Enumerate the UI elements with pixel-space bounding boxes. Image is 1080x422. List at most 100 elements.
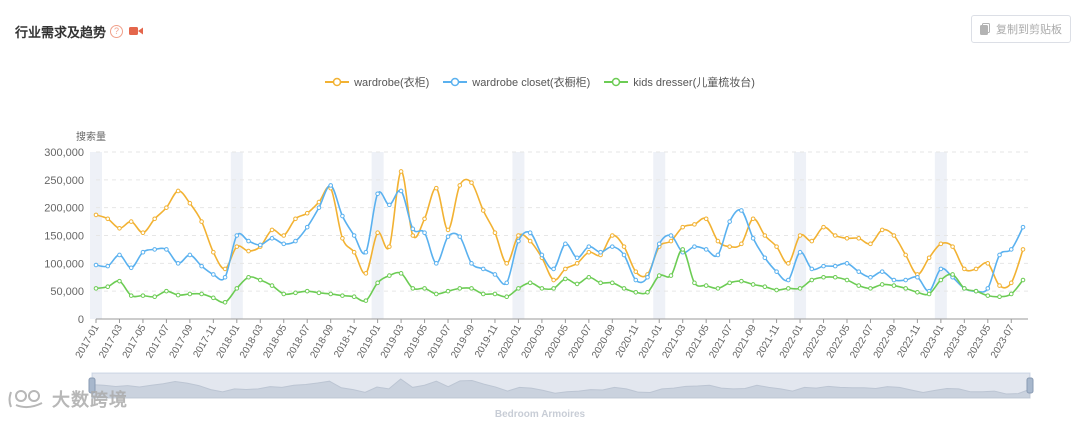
data-point bbox=[832, 263, 838, 269]
data-point bbox=[117, 225, 122, 231]
data-point bbox=[293, 216, 298, 222]
data-point bbox=[199, 219, 204, 224]
question-circle-icon[interactable]: ? bbox=[110, 24, 124, 38]
legend-line-swatch-icon bbox=[604, 77, 629, 87]
data-point bbox=[868, 274, 873, 280]
data-point bbox=[774, 244, 779, 249]
data-point bbox=[633, 269, 639, 274]
chart-legend: wardrobe(衣柜) wardrobe closet(衣橱柜) kids d… bbox=[0, 74, 1080, 90]
data-point bbox=[973, 266, 979, 272]
data-point bbox=[727, 219, 732, 224]
data-point bbox=[821, 263, 826, 269]
data-point bbox=[140, 249, 146, 255]
data-point bbox=[328, 183, 333, 188]
legend-label: kids dresser(儿童梳妆台) bbox=[633, 77, 755, 89]
data-point bbox=[856, 283, 862, 288]
data-point bbox=[281, 233, 287, 238]
section-header: 行业需求及趋势 ? bbox=[15, 22, 144, 40]
data-point bbox=[715, 286, 721, 291]
data-point bbox=[445, 234, 451, 239]
data-point bbox=[997, 283, 1002, 288]
data-point bbox=[903, 277, 908, 283]
data-point bbox=[586, 274, 592, 280]
data-point bbox=[938, 241, 944, 247]
data-point bbox=[797, 249, 803, 255]
data-point bbox=[257, 277, 263, 283]
video-camera-icon[interactable] bbox=[129, 26, 144, 36]
data-point bbox=[527, 230, 533, 236]
data-point bbox=[985, 261, 991, 266]
data-point bbox=[703, 216, 709, 222]
y-tick-label: 300,000 bbox=[44, 147, 84, 159]
data-point bbox=[668, 238, 674, 244]
copy-to-clipboard-button[interactable]: 复制到剪贴板 bbox=[971, 15, 1071, 43]
data-point bbox=[879, 227, 885, 233]
data-point bbox=[938, 277, 944, 283]
data-point bbox=[610, 244, 615, 249]
legend-item-kids-dresser[interactable]: kids dresser(儿童梳妆台) bbox=[604, 74, 755, 90]
legend-label: wardrobe closet(衣橱柜) bbox=[472, 77, 591, 89]
data-point bbox=[856, 235, 862, 241]
data-point bbox=[351, 294, 357, 300]
data-point bbox=[387, 202, 392, 208]
legend-line-swatch-icon bbox=[325, 77, 350, 87]
data-point bbox=[410, 286, 416, 291]
data-point bbox=[563, 276, 568, 282]
data-point bbox=[363, 249, 369, 255]
data-point bbox=[610, 233, 615, 238]
data-point bbox=[868, 286, 873, 291]
data-point bbox=[656, 273, 662, 278]
data-point bbox=[962, 286, 967, 291]
data-point bbox=[527, 280, 533, 286]
data-point bbox=[832, 233, 838, 238]
data-point bbox=[398, 271, 404, 276]
data-point bbox=[375, 191, 380, 197]
data-point bbox=[328, 291, 333, 297]
data-point bbox=[586, 249, 592, 255]
watermark: 大数跨境 bbox=[8, 386, 128, 412]
data-point bbox=[93, 212, 99, 218]
data-point bbox=[187, 200, 193, 206]
data-point bbox=[762, 255, 768, 261]
data-point bbox=[739, 278, 744, 284]
data-point bbox=[786, 277, 791, 283]
data-point bbox=[211, 295, 216, 301]
data-point bbox=[164, 288, 169, 294]
data-point bbox=[304, 288, 310, 294]
data-point bbox=[433, 261, 439, 266]
data-point bbox=[997, 252, 1002, 258]
data-point bbox=[856, 269, 862, 274]
data-point bbox=[128, 265, 134, 271]
legend-line-swatch-icon bbox=[443, 77, 468, 87]
data-point bbox=[387, 273, 392, 278]
data-point bbox=[668, 273, 674, 278]
data-point bbox=[715, 238, 721, 244]
legend-item-wardrobe[interactable]: wardrobe(衣柜) bbox=[325, 74, 429, 90]
data-point bbox=[739, 241, 744, 247]
data-point bbox=[211, 249, 216, 255]
y-tick-label: 0 bbox=[78, 314, 84, 326]
zoom-handle-right[interactable] bbox=[1026, 377, 1034, 394]
data-point bbox=[351, 249, 357, 255]
data-point bbox=[469, 180, 474, 185]
data-point bbox=[269, 227, 275, 233]
data-point bbox=[891, 277, 897, 283]
zoom-handle-left[interactable] bbox=[88, 377, 96, 394]
data-point bbox=[750, 216, 756, 222]
data-point bbox=[973, 288, 979, 294]
data-point bbox=[257, 242, 263, 248]
data-point bbox=[926, 291, 932, 297]
data-point bbox=[879, 282, 885, 287]
data-point bbox=[797, 286, 803, 291]
data-point bbox=[504, 280, 509, 286]
data-point bbox=[891, 233, 897, 238]
data-point bbox=[739, 208, 744, 213]
data-point bbox=[715, 252, 721, 258]
data-point bbox=[281, 291, 287, 297]
data-point bbox=[727, 280, 732, 286]
data-point bbox=[962, 266, 967, 272]
data-point bbox=[222, 266, 228, 272]
data-point bbox=[246, 248, 251, 254]
data-point bbox=[574, 261, 580, 266]
legend-item-wardrobe-closet[interactable]: wardrobe closet(衣橱柜) bbox=[443, 74, 590, 90]
